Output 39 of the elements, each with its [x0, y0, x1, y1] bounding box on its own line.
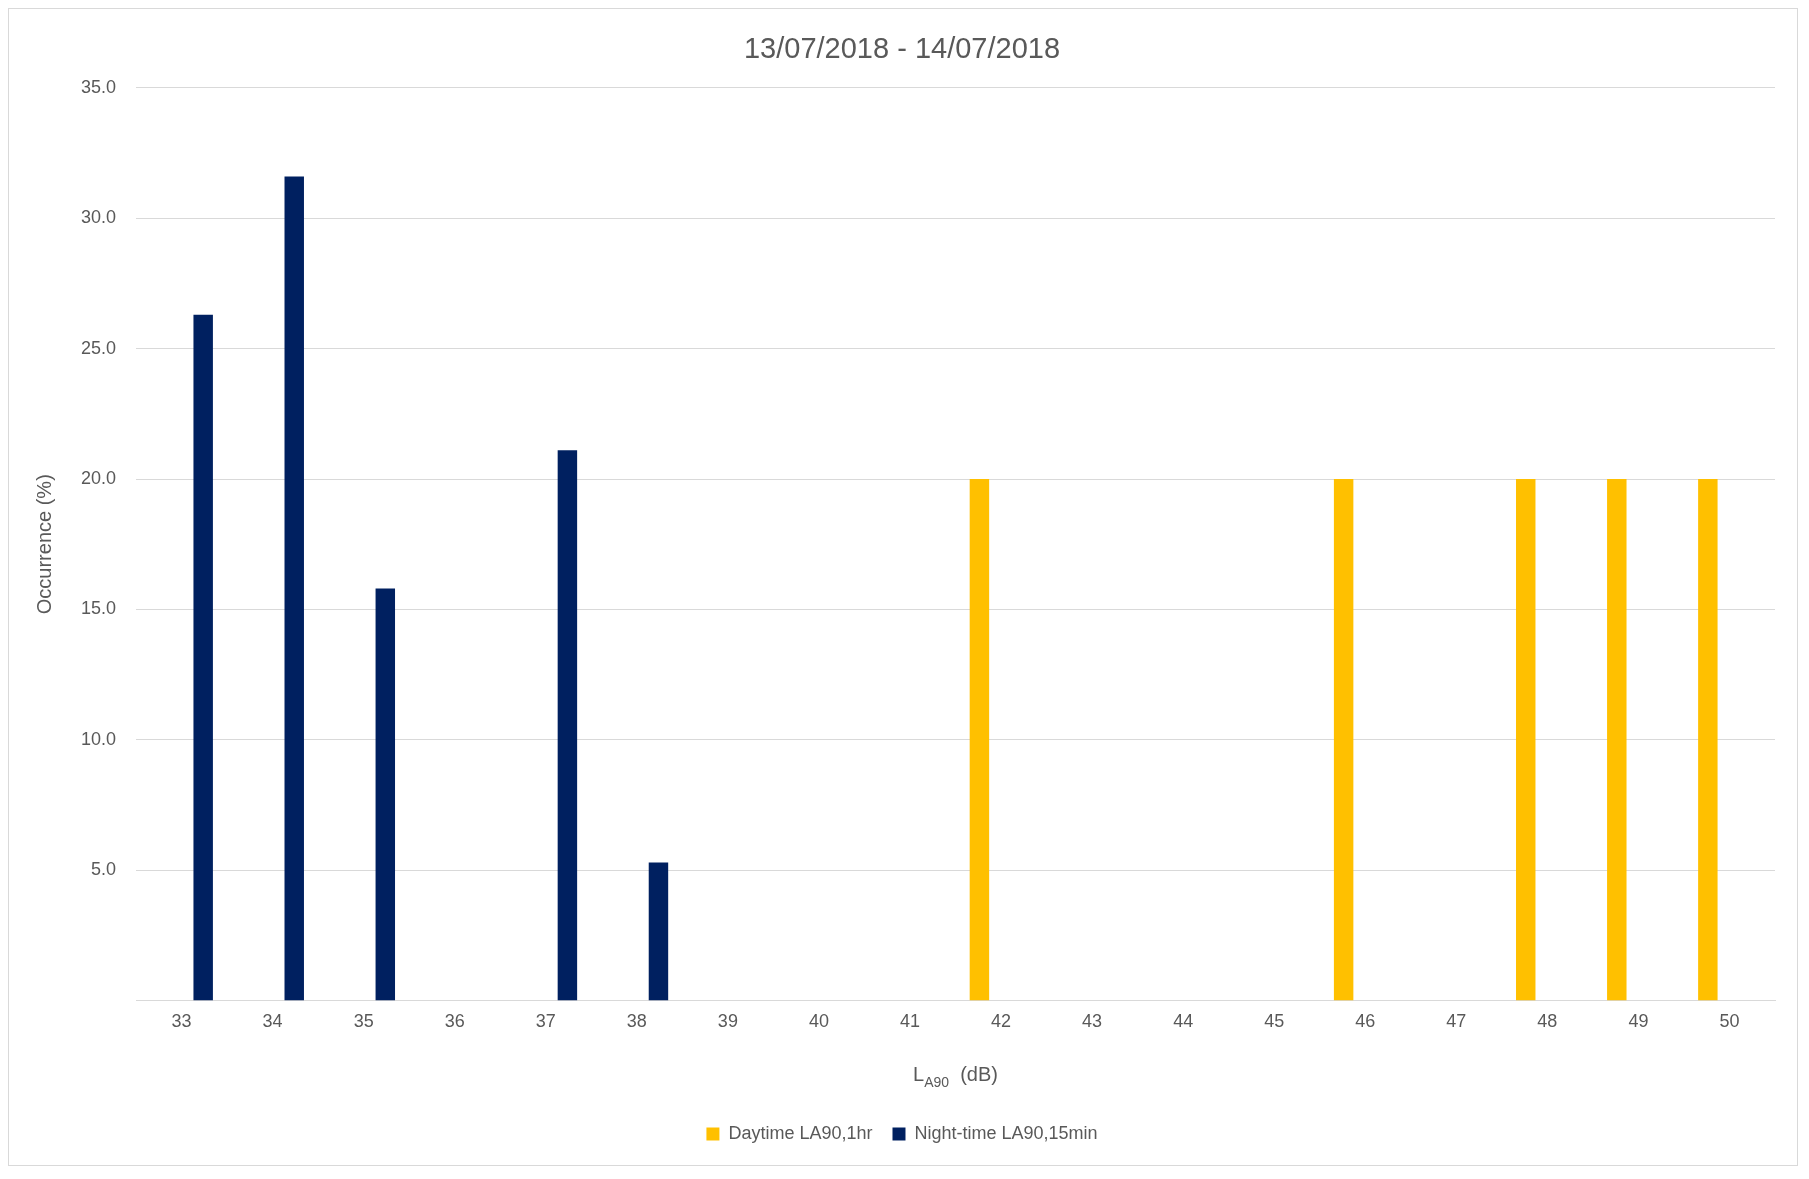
- x-tick-label: 37: [535, 1011, 556, 1032]
- x-tick-label: 34: [262, 1011, 283, 1032]
- bar: [1698, 479, 1718, 1001]
- x-tick-label: 40: [808, 1011, 829, 1032]
- bar: [648, 862, 669, 1001]
- y-tick-label: 35.0: [80, 76, 117, 97]
- bar: [557, 450, 578, 1001]
- legend-label: Daytime LA90,1hr: [728, 1122, 873, 1143]
- x-tick-label: 50: [1719, 1011, 1740, 1032]
- bar: [193, 314, 213, 1001]
- x-tick-label: 43: [1082, 1011, 1103, 1032]
- x-tick-label: 49: [1628, 1011, 1649, 1032]
- x-tick-label: 47: [1446, 1011, 1467, 1032]
- bar: [1516, 479, 1536, 1001]
- y-tick-label: 25.0: [80, 337, 117, 358]
- bar: [284, 176, 304, 1001]
- x-tick-label: 41: [899, 1011, 921, 1032]
- bar: [1607, 479, 1627, 1001]
- x-tick-label: 44: [1173, 1011, 1194, 1032]
- x-tick-label: 38: [626, 1011, 647, 1032]
- x-tick-label: 36: [444, 1011, 465, 1032]
- x-tick-label: 33: [171, 1011, 192, 1032]
- bar: [969, 479, 990, 1001]
- y-tick-label: 10.0: [80, 728, 117, 749]
- legend-label: Night-time LA90,15min: [914, 1122, 1098, 1143]
- x-tick-label: 46: [1355, 1011, 1376, 1032]
- chart-title: 13/07/2018 - 14/07/2018: [743, 32, 1061, 65]
- y-tick-label: 5.0: [91, 859, 117, 880]
- y-axis-title: Occurrence (%): [32, 474, 55, 615]
- x-tick-label: 48: [1537, 1011, 1558, 1032]
- x-tick-label: 39: [717, 1011, 738, 1032]
- x-tick-label: 42: [991, 1011, 1012, 1032]
- bar: [375, 588, 396, 1001]
- x-tick-label: 45: [1264, 1011, 1285, 1032]
- x-tick-label: 35: [353, 1011, 374, 1032]
- y-tick-label: 15.0: [80, 598, 117, 619]
- y-tick-label: 30.0: [80, 207, 117, 228]
- y-tick-label: 20.0: [80, 467, 117, 488]
- bar: [1333, 479, 1354, 1001]
